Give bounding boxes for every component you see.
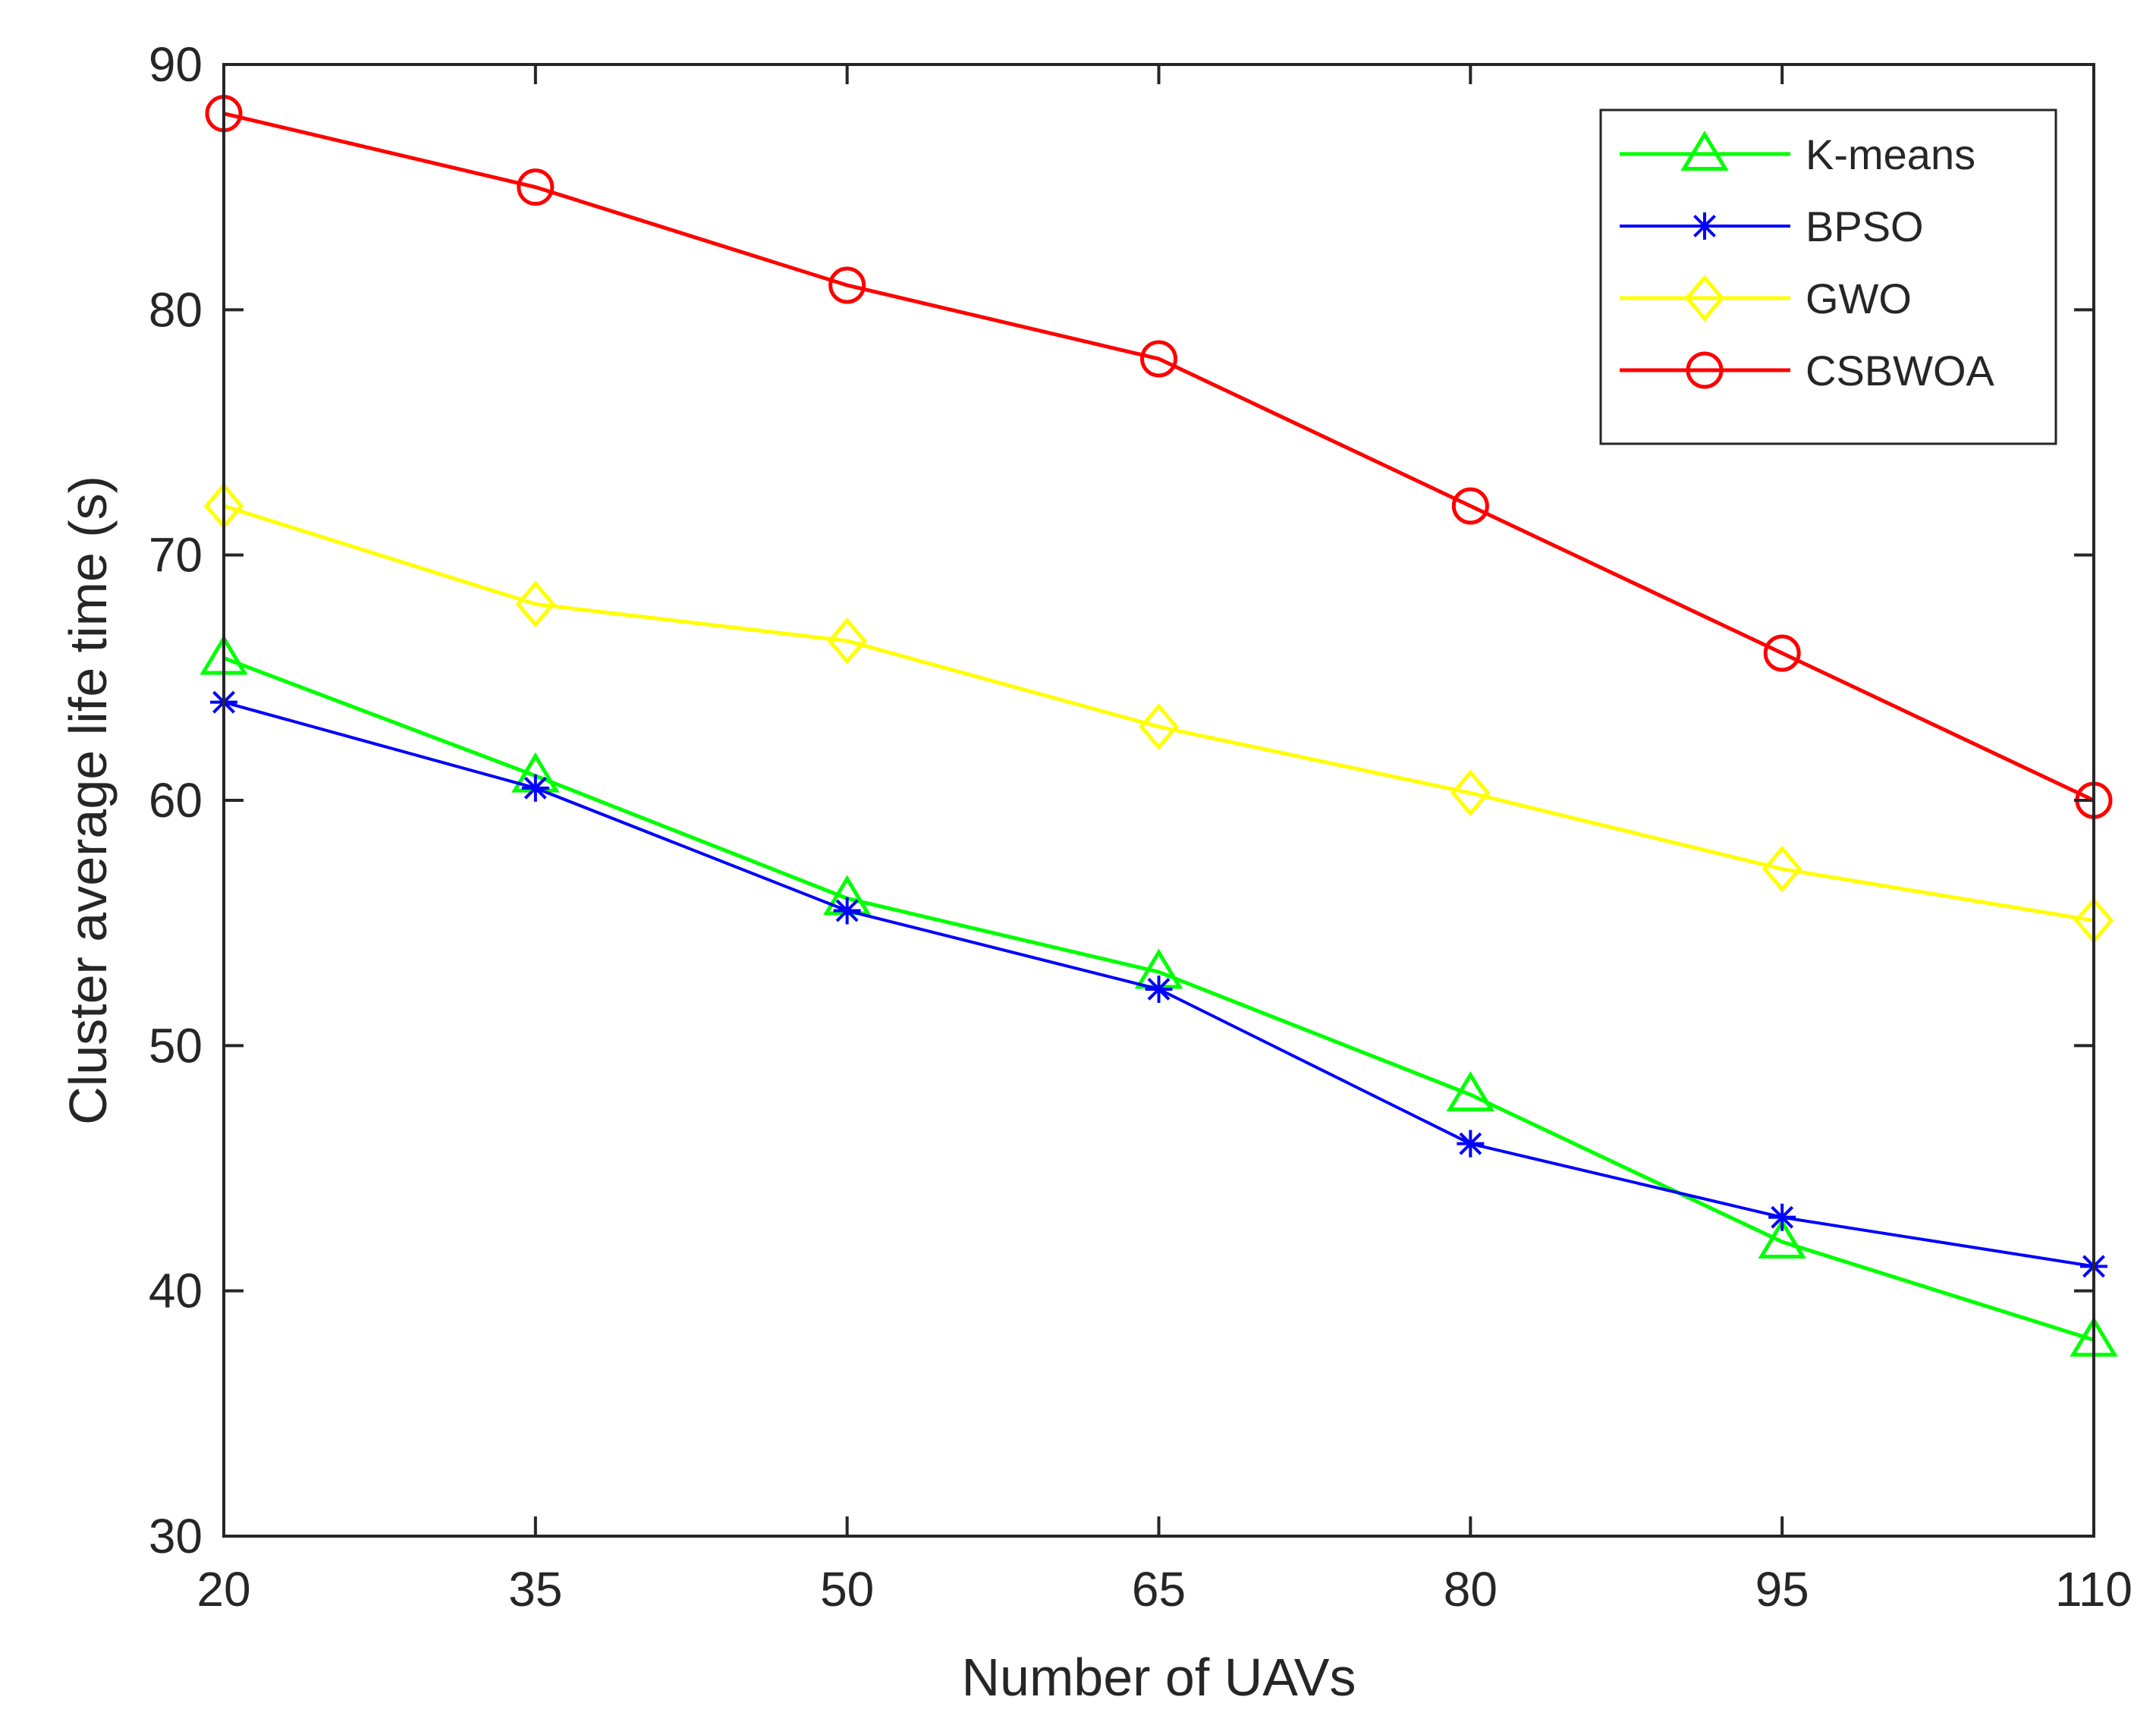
data-point-csbwoa: [1451, 487, 1489, 525]
y-tick-label: 60: [149, 773, 203, 828]
legend-label: K-means: [1806, 130, 1975, 178]
x-tick-label: 20: [196, 1562, 250, 1617]
legend-label: GWO: [1806, 275, 1912, 322]
y-tick-label: 90: [149, 37, 203, 92]
data-point-csbwoa: [517, 168, 555, 206]
legend-label: BPSO: [1806, 203, 1924, 250]
x-tick-label: 110: [2055, 1562, 2132, 1617]
data-point-bpso: [1768, 1203, 1796, 1231]
x-tick-label: 50: [820, 1562, 874, 1617]
legend-item-bpso: BPSO: [1620, 203, 1924, 250]
x-tick-label: 35: [508, 1562, 562, 1617]
legend-item-k-means: K-means: [1620, 130, 1975, 178]
data-point-bpso: [1145, 975, 1173, 1003]
data-point-k-means: [1758, 1218, 1806, 1259]
data-point-gwo: [1762, 845, 1802, 893]
legend-marker: [1686, 351, 1724, 389]
x-tick-label: 95: [1755, 1562, 1809, 1617]
x-tick-label: 65: [1132, 1562, 1186, 1617]
x-axis-title: Number of UAVs: [962, 1648, 1356, 1707]
data-point-csbwoa: [1140, 340, 1177, 378]
legend-label: CSBWOA: [1806, 347, 1995, 394]
y-tick-label: 80: [149, 282, 203, 337]
legend-marker: [1680, 130, 1729, 171]
series-line-csbwoa: [223, 112, 2095, 803]
data-point-gwo: [1139, 703, 1179, 750]
y-axis-title: Cluster average life time (s): [58, 476, 118, 1125]
legend: K-means BPSO GWO CSBWOA: [1599, 108, 2057, 445]
legend-item-gwo: GWO: [1620, 275, 1912, 322]
axes: 20 35 50 65 80 95 110 30 40 50 60 70 80 90: [149, 37, 2132, 1617]
legend-item-csbwoa: CSBWOA: [1620, 347, 1995, 394]
data-point-csbwoa: [1763, 634, 1801, 672]
y-tick-label: 40: [149, 1264, 203, 1318]
y-tick-label: 30: [149, 1509, 203, 1563]
data-point-csbwoa: [828, 266, 866, 304]
data-point-bpso: [1457, 1130, 1485, 1158]
data-point-bpso: [521, 774, 549, 802]
legend-marker: [1691, 212, 1718, 240]
y-tick-label: 50: [149, 1018, 203, 1073]
legend-marker: [1684, 275, 1725, 322]
data-point-bpso: [833, 897, 861, 925]
data-point-gwo: [515, 580, 556, 628]
y-tick-label: 70: [149, 528, 203, 583]
x-tick-label: 80: [1444, 1562, 1498, 1617]
data-point-k-means: [1446, 1071, 1495, 1111]
data-point-gwo: [827, 617, 867, 665]
series-csbwoa: [205, 95, 2113, 819]
series-line-gwo: [223, 504, 2095, 922]
legend-box: [1599, 108, 2057, 445]
data-point-gwo: [1450, 769, 1491, 817]
